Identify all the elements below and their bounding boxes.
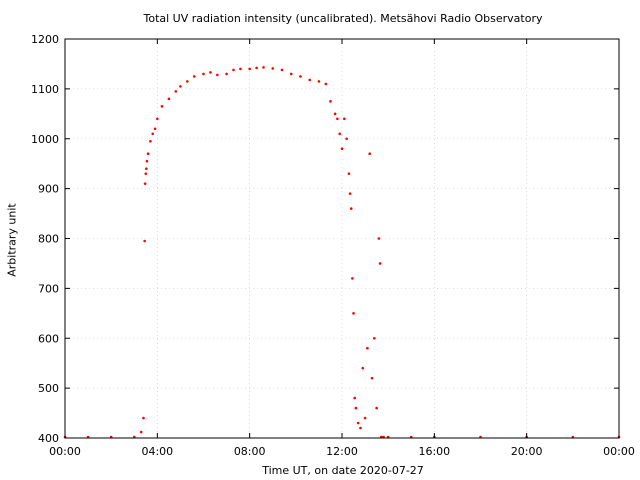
data-point xyxy=(363,416,367,420)
data-point xyxy=(143,239,146,243)
data-point xyxy=(139,430,143,434)
data-point xyxy=(151,132,155,136)
axis-tick-labels: 400 500 600 700 800 900 1000 1100 1200 00:00 04:00… xyxy=(31,33,635,458)
data-point xyxy=(368,152,372,156)
x-tick-label: 12:00 xyxy=(326,445,358,458)
y-tick-label: 1200 xyxy=(31,33,59,46)
data-point xyxy=(156,117,159,121)
data-point xyxy=(248,67,251,71)
data-point xyxy=(146,152,150,156)
data-point xyxy=(216,73,219,77)
data-point xyxy=(359,426,362,430)
data-point xyxy=(232,68,235,72)
y-tick-label: 700 xyxy=(38,282,59,295)
data-point xyxy=(209,71,212,74)
data-point xyxy=(271,67,275,70)
data-point xyxy=(192,75,196,78)
y-tick-label: 600 xyxy=(38,332,59,345)
data-point xyxy=(373,336,376,340)
data-points xyxy=(63,66,621,439)
x-tick-label: 16:00 xyxy=(418,445,450,458)
data-point xyxy=(356,421,360,425)
data-point xyxy=(343,117,346,121)
data-point xyxy=(160,105,164,108)
data-point xyxy=(225,72,228,76)
data-point xyxy=(144,172,148,175)
data-point xyxy=(361,366,365,370)
data-point xyxy=(179,85,182,88)
data-point xyxy=(280,68,284,72)
x-tick-label: 20:00 xyxy=(511,445,543,458)
data-point xyxy=(351,277,354,280)
data-point xyxy=(347,172,351,175)
data-point xyxy=(353,396,356,400)
data-point xyxy=(370,376,374,380)
x-tick-label: 04:00 xyxy=(141,445,173,458)
y-tick-label: 400 xyxy=(38,432,59,445)
data-point xyxy=(289,72,293,76)
grid-lines xyxy=(65,39,619,438)
data-point xyxy=(366,346,369,350)
data-point xyxy=(144,167,148,170)
data-point xyxy=(349,207,353,210)
axis-ticks xyxy=(64,38,620,439)
data-point xyxy=(348,192,352,195)
y-tick-label: 500 xyxy=(38,382,59,395)
x-tick-label: 00:00 xyxy=(49,445,81,458)
data-point xyxy=(336,117,339,121)
x-tick-label: 08:00 xyxy=(234,445,266,458)
data-point xyxy=(239,67,242,71)
data-point xyxy=(262,66,265,69)
data-point xyxy=(186,80,189,83)
data-point xyxy=(375,406,378,410)
x-axis-label: Time UT, on date 2020-07-27 xyxy=(262,464,424,477)
data-point xyxy=(308,78,311,82)
x-tick-label: 00:00 xyxy=(603,445,635,458)
data-point xyxy=(142,416,145,420)
data-point xyxy=(145,159,149,163)
data-point xyxy=(338,132,341,136)
data-point xyxy=(317,80,321,83)
chart-title: Total UV radiation intensity (uncalibrat… xyxy=(143,12,543,25)
data-point xyxy=(333,112,337,116)
y-tick-label: 1000 xyxy=(31,133,59,146)
data-point xyxy=(299,75,302,78)
data-point xyxy=(174,90,178,93)
data-point xyxy=(255,66,258,70)
data-point xyxy=(378,262,382,265)
data-point xyxy=(329,100,332,103)
data-point xyxy=(345,137,348,141)
data-point xyxy=(149,139,152,143)
data-point xyxy=(202,72,205,76)
data-point xyxy=(167,97,171,101)
y-tick-label: 1100 xyxy=(31,83,59,96)
data-point xyxy=(352,312,355,315)
data-point xyxy=(153,127,157,131)
data-point xyxy=(324,82,328,86)
y-tick-label: 900 xyxy=(38,183,59,196)
data-point xyxy=(143,182,147,185)
data-point xyxy=(354,406,358,410)
y-tick-label: 800 xyxy=(38,233,59,246)
data-point xyxy=(377,237,381,240)
data-point xyxy=(340,147,344,151)
